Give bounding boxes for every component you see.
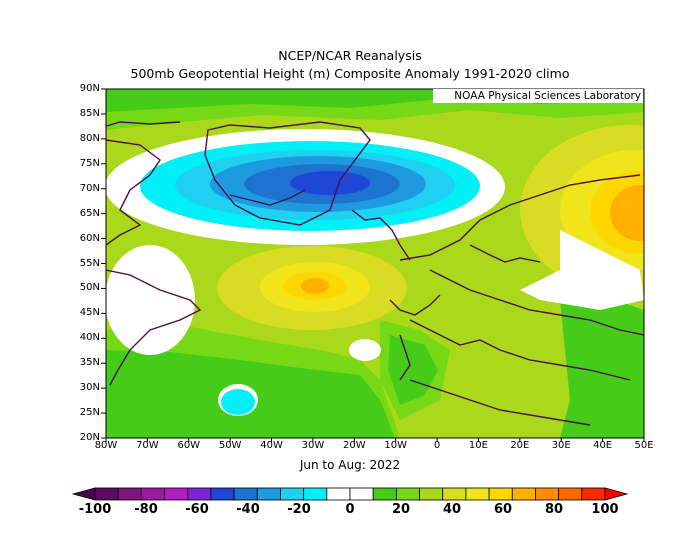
lat-label: 30N (79, 382, 100, 394)
colorbar-segment (187, 487, 212, 501)
colorbar-segment (303, 487, 328, 501)
lon-label: 70W (136, 440, 159, 451)
lon-label: 30W (301, 440, 325, 451)
colorbar-segment (395, 487, 420, 501)
colorbar-tick-label: 20 (391, 502, 411, 517)
lat-label: 40N (79, 332, 100, 344)
colorbar-segment (117, 487, 142, 501)
title-line-1: NCEP/NCAR Reanalysis (278, 48, 422, 63)
colorbar-segment (581, 487, 606, 501)
lat-label: 60N (79, 232, 100, 244)
lat-label: 75N (79, 157, 100, 169)
colorbar-segment (164, 487, 189, 501)
lon-label: 20E (510, 440, 530, 451)
contour-10-iberia (388, 335, 438, 405)
lat-label: 35N (79, 357, 100, 369)
lon-label: 50E (634, 440, 654, 451)
colorbar-tick-label: 0 (345, 502, 355, 517)
colorbar-segment (511, 487, 536, 501)
colorbar-min-arrow (71, 487, 96, 501)
colorbar-segment (465, 487, 490, 501)
lat-label: 20N (79, 432, 100, 443)
lat-label: 50N (79, 282, 100, 294)
colorbar-segment (94, 487, 119, 501)
contour-0-atlantic-west (106, 245, 195, 355)
anomaly-contours (106, 89, 644, 438)
lon-label: 80W (94, 440, 118, 451)
colorbar-segment (535, 487, 560, 501)
lon-label: 10E (468, 440, 488, 451)
colorbar-segment (280, 487, 305, 501)
colorbar-segment (210, 487, 235, 501)
contour-neg10-tropics (221, 389, 255, 415)
colorbar-segment (233, 487, 258, 501)
contour-0-eurasia (520, 230, 644, 310)
lat-label: 80N (79, 132, 100, 144)
colorbar-tick-label: -60 (185, 502, 209, 517)
lat-label: 45N (79, 307, 100, 319)
colorbar-tick-label: -80 (134, 502, 158, 517)
colorbar-segment (349, 487, 374, 501)
lat-label: 65N (79, 207, 100, 219)
colorbar-tick-label: 60 (493, 502, 513, 517)
lat-label: 25N (79, 407, 100, 419)
lon-label: 40E (593, 440, 613, 451)
lat-label: 85N (79, 107, 100, 119)
lat-label: 55N (79, 257, 100, 269)
colorbar-segment (326, 487, 351, 501)
source-label: NOAA Physical Sciences Laboratory (433, 89, 643, 103)
colorbar-segment (558, 487, 583, 501)
lon-label: 60W (177, 440, 201, 451)
lon-label: 30E (551, 440, 571, 451)
colorbar-segment (488, 487, 513, 501)
contour-60-russia (610, 185, 644, 241)
lon-ticks (105, 438, 645, 442)
coastlines (106, 121, 644, 426)
colorbar-segment (442, 487, 467, 501)
colorbar-segment (419, 487, 444, 501)
lat-ticks (101, 88, 106, 439)
colorbar (71, 487, 629, 501)
colorbar-tick-label: 80 (544, 502, 564, 517)
colorbar-segment (372, 487, 397, 501)
contour-60-atlantic (301, 278, 329, 294)
colorbar-segment (140, 487, 165, 501)
colorbar-tick-label: -20 (287, 502, 311, 517)
contour-neg50 (290, 171, 370, 195)
title-line-2: 500mb Geopotential Height (m) Composite … (130, 66, 570, 81)
colorbar-tick-label: -100 (78, 502, 112, 517)
colorbar-segment (256, 487, 281, 501)
colorbar-tick-label: 100 (591, 502, 619, 517)
lat-label: 70N (79, 182, 100, 194)
colorbar-max-arrow (604, 487, 629, 501)
lon-label: 40W (260, 440, 283, 451)
colorbar-tick-label: 40 (442, 502, 462, 517)
colorbar-tick-label: -40 (236, 502, 260, 517)
lon-label: 10W (384, 440, 407, 451)
lon-label: 0 (433, 440, 441, 451)
lat-label: 90N (79, 83, 100, 94)
lon-label: 50W (218, 440, 242, 451)
period-label: Jun to Aug: 2022 (299, 458, 401, 472)
contour-0-small (349, 339, 381, 361)
lon-label: 20W (342, 440, 366, 451)
